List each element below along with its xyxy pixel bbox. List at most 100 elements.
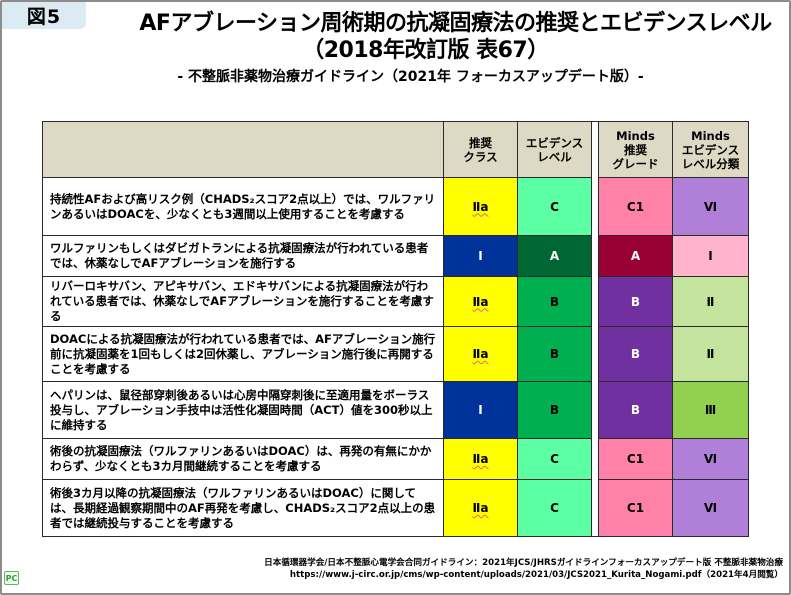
citation: 日本循環器学会/日本不整脈心電学会合同ガイドライン：2021年JCS/JHRSガ… [264, 557, 783, 581]
evidence-level-cell: C [517, 438, 592, 480]
evidence-level-cell: B [517, 381, 592, 439]
evidence-level-cell-text: B [549, 294, 560, 309]
header-recommendation-class: 推奨 クラス [443, 121, 518, 178]
recommendation-text: 持続性AFおよび高リスク例（CHADS₂スコア2点以上）では、ワルファリンあるい… [42, 177, 444, 236]
title-line-1: AFアブレーション周術期の抗凝固療法の推奨とエビデンスレベル [139, 11, 772, 36]
table-row: リバーロキサバン、アピキサバン、エドキサバンによる抗凝固療法が行われている患者で… [42, 276, 749, 327]
column-gap [591, 479, 599, 537]
evidence-level-cell-text: C [550, 452, 559, 466]
minds-evidence-cell-text: Ⅰ [708, 249, 713, 263]
recommendation-class-cell-text: Ⅱa [472, 199, 489, 214]
recommendation-text: ヘパリンは、鼠径部穿刺後あるいは心房中隔穿刺後に至適用量をボーラス投与し、アブレ… [42, 381, 444, 439]
recommendation-class-cell: Ⅱa [443, 276, 518, 327]
column-gap [591, 326, 599, 382]
evidence-level-cell-text: B [549, 347, 560, 361]
recommendation-class-cell-text: Ⅱa [472, 501, 489, 515]
minds-evidence-cell-text: Ⅵ [703, 452, 718, 466]
table-row: ヘパリンは、鼠径部穿刺後あるいは心房中隔穿刺後に至適用量をボーラス投与し、アブレ… [42, 381, 749, 439]
table-row: 術後の抗凝固療法（ワルファリンあるいはDOAC）は、再発の有無にかかわらず、少な… [42, 438, 749, 480]
figure-label: 図5 [2, 2, 86, 29]
minds-grade-cell: A [598, 235, 673, 277]
recommendation-class-cell-text: Ⅰ [478, 403, 483, 417]
header-description [42, 121, 444, 178]
column-gap [591, 438, 599, 480]
minds-evidence-cell-text: Ⅲ [704, 403, 717, 417]
recommendation-text: 術後3カ月以降の抗凝固療法（ワルファリンあるいはDOAC）に関しては、長期経過観… [42, 479, 444, 537]
recommendation-text: ワルファリンもしくはダビガトランによる抗凝固療法が行われている患者では、休薬なし… [42, 235, 444, 277]
evidence-level-cell-text: C [550, 501, 559, 515]
recommendation-class-cell-text: Ⅱa [472, 452, 489, 466]
evidence-level-cell: C [517, 177, 592, 236]
column-gap [591, 235, 599, 277]
evidence-level-cell-text: A [549, 249, 560, 263]
minds-evidence-cell: Ⅵ [672, 438, 749, 480]
title-line-2: （2018年改訂版 表67） [302, 38, 549, 63]
recommendation-text-text: DOACによる抗凝固療法が行われている患者では、AFアブレーション施行前に抗凝固… [50, 331, 436, 376]
table-row: 持続性AFおよび高リスク例（CHADS₂スコア2点以上）では、ワルファリンあるい… [42, 177, 749, 236]
minds-grade-cell-text: C1 [626, 199, 645, 214]
recommendation-text: DOACによる抗凝固療法が行われている患者では、AFアブレーション施行前に抗凝固… [42, 326, 444, 382]
recommendation-text-text: リバーロキサバン、アピキサバン、エドキサバンによる抗凝固療法が行われている患者で… [50, 279, 434, 323]
recommendation-table: 推奨 クラス エビデンス レベル Minds 推奨 グレード Minds エビデンス レベル… [42, 121, 749, 537]
header-class-label: 推奨 クラス [463, 135, 498, 164]
recommendation-class-cell-text: Ⅱa [472, 347, 489, 361]
recommendation-class-cell: Ⅱa [443, 177, 518, 236]
minds-grade-cell-text: B [630, 347, 641, 361]
evidence-level-cell: A [517, 235, 592, 277]
recommendation-class-cell-text: Ⅰ [478, 249, 483, 263]
column-gap [591, 121, 599, 178]
minds-evidence-cell: Ⅱ [672, 326, 749, 382]
recommendation-text-text: ヘパリンは、鼠径部穿刺後あるいは心房中隔穿刺後に至適用量をボーラス投与し、アブレ… [50, 387, 433, 432]
minds-grade-cell: B [598, 326, 673, 382]
minds-grade-cell-text: C1 [626, 501, 645, 515]
citation-url[interactable]: https://www.j-circ.or.jp/cms/wp-content/… [289, 570, 783, 580]
recommendation-class-cell-text: Ⅱa [472, 294, 489, 309]
recommendation-class-cell: Ⅰ [443, 381, 518, 439]
recommendation-class-cell: Ⅰ [443, 235, 518, 277]
evidence-level-cell: C [517, 479, 592, 537]
column-gap [591, 381, 599, 439]
recommendation-text-text: 術後の抗凝固療法（ワルファリンあるいはDOAC）は、再発の有無にかかわらず、少な… [50, 444, 432, 473]
recommendation-text: リバーロキサバン、アピキサバン、エドキサバンによる抗凝固療法が行われている患者で… [42, 276, 444, 327]
evidence-level-cell: B [517, 276, 592, 327]
table-row: DOACによる抗凝固療法が行われている患者では、AFアブレーション施行前に抗凝固… [42, 326, 749, 382]
minds-grade-cell-text: B [630, 403, 641, 417]
minds-evidence-cell: Ⅵ [672, 177, 749, 236]
minds-evidence-cell-text: Ⅱ [706, 347, 715, 361]
minds-evidence-cell-text: Ⅵ [703, 501, 718, 515]
header-minds-evidence-label: Minds エビデンス レベル分類 [681, 128, 740, 171]
minds-grade-cell: C1 [598, 479, 673, 537]
minds-grade-cell: B [598, 276, 673, 327]
recommendation-class-cell: Ⅱa [443, 479, 518, 537]
header-minds-grade: Minds 推奨 グレード [598, 121, 673, 178]
evidence-level-cell: B [517, 326, 592, 382]
minds-evidence-cell: Ⅰ [672, 235, 749, 277]
minds-grade-cell-text: B [630, 294, 641, 309]
minds-evidence-cell: Ⅱ [672, 276, 749, 327]
header-evidence-level: エビデンス レベル [517, 121, 592, 178]
column-gap [591, 177, 599, 236]
minds-evidence-cell-text: Ⅱ [706, 294, 715, 309]
recommendation-text-text: 持続性AFおよび高リスク例（CHADS₂スコア2点以上）では、ワルファリンあるい… [50, 191, 436, 221]
slide-subtitle: - 不整脈非薬物治療ガイドライン（2021年 フォーカスアップデート版）- [177, 69, 644, 85]
recommendation-class-cell: Ⅱa [443, 326, 518, 382]
column-gap [591, 276, 599, 327]
minds-grade-cell: B [598, 381, 673, 439]
recommendation-text: 術後の抗凝固療法（ワルファリンあるいはDOAC）は、再発の有無にかかわらず、少な… [42, 438, 444, 480]
header-evidence-label: エビデンス レベル [525, 135, 584, 164]
minds-evidence-cell: Ⅲ [672, 381, 749, 439]
recommendation-text-text: ワルファリンもしくはダビガトランによる抗凝固療法が行われている患者では、休薬なし… [50, 241, 429, 270]
evidence-level-cell-text: B [549, 403, 560, 417]
minds-grade-cell-text: C1 [626, 452, 645, 466]
evidence-level-cell-text: C [550, 199, 559, 214]
recommendation-class-cell: Ⅱa [443, 438, 518, 480]
minds-grade-cell: C1 [598, 177, 673, 236]
header-minds-grade-label: Minds 推奨 グレード [612, 128, 659, 171]
slide-title: AFアブレーション周術期の抗凝固療法の推奨とエビデンスレベル （2018年改訂版… [60, 10, 791, 64]
minds-grade-cell: C1 [598, 438, 673, 480]
pc-logo-icon: PC [4, 571, 19, 585]
table-row: ワルファリンもしくはダビガトランによる抗凝固療法が行われている患者では、休薬なし… [42, 235, 749, 277]
minds-grade-cell-text: A [630, 249, 641, 263]
recommendation-text-text: 術後3カ月以降の抗凝固療法（ワルファリンあるいはDOAC）に関しては、長期経過観… [50, 485, 436, 530]
minds-evidence-cell: Ⅵ [672, 479, 749, 537]
